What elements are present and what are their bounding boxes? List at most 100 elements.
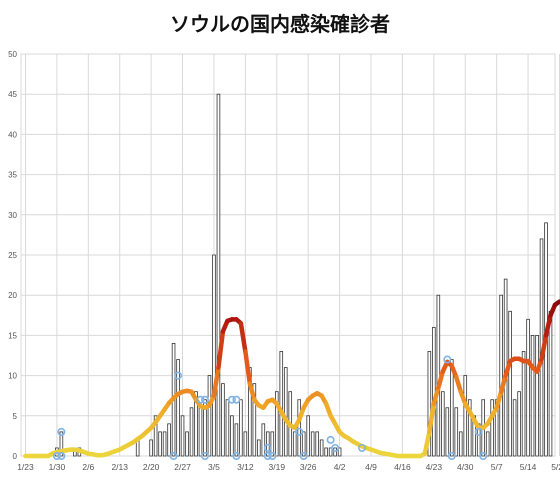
bar (436, 294, 441, 457)
bar (239, 399, 243, 457)
x-tick-label: 2/20 (143, 462, 160, 472)
line-segment (454, 374, 464, 394)
bar (221, 383, 225, 457)
x-tick-label: 3/19 (269, 462, 286, 472)
bar (266, 431, 270, 457)
bar (526, 318, 530, 457)
bar (306, 415, 310, 457)
marker-point (299, 451, 308, 460)
bar (283, 367, 288, 457)
bar (279, 351, 284, 457)
bar (216, 93, 221, 457)
marker-point (52, 451, 61, 460)
line-segment (498, 373, 508, 394)
bar (337, 447, 342, 457)
bar (319, 439, 324, 457)
bar (234, 423, 239, 457)
y-tick-label: 0 (13, 452, 18, 461)
x-tick-label: 2/27 (174, 462, 191, 472)
marker-point (479, 451, 488, 460)
line-segment (427, 401, 437, 435)
x-tick-label: 5/14 (520, 462, 537, 472)
line-segment (503, 358, 513, 378)
bar (427, 351, 432, 457)
x-tick-label: 5/21 (551, 462, 560, 472)
bar (521, 351, 526, 457)
y-tick-label: 30 (8, 211, 17, 220)
bar (162, 431, 167, 457)
bar (324, 447, 328, 457)
x-tick-label: 3/12 (237, 462, 254, 472)
y-tick-label: 40 (8, 130, 17, 139)
marker-point (331, 443, 340, 452)
marker-point (227, 395, 236, 404)
line-segment (436, 369, 446, 390)
bar (449, 359, 454, 457)
x-tick-label: 1/23 (17, 462, 34, 472)
bar (261, 423, 266, 457)
line-segment (539, 333, 549, 362)
marker-point (447, 451, 456, 460)
marker-point (263, 443, 272, 452)
x-tick-label: 4/16 (394, 462, 411, 472)
line-segment (238, 321, 248, 354)
bar (243, 431, 248, 457)
line-segment (247, 381, 257, 402)
bar (458, 431, 463, 457)
bar (445, 407, 450, 457)
marker-point (200, 395, 209, 404)
y-tick-label: 50 (8, 50, 17, 59)
line-segment (211, 365, 221, 398)
x-tick-label: 5/7 (491, 462, 503, 472)
bar (198, 407, 203, 457)
x-tick-label: 4/30 (457, 462, 474, 472)
line-segment (552, 299, 560, 308)
marker-point (443, 355, 452, 364)
bar (292, 431, 297, 457)
bar (315, 431, 319, 457)
bar (167, 423, 171, 457)
marker-point (57, 451, 66, 460)
bar (517, 391, 521, 457)
bar (230, 415, 234, 457)
bar (225, 399, 230, 457)
bar (257, 439, 261, 457)
line-segment (422, 429, 432, 456)
bar (328, 447, 333, 457)
x-tick-label: 3/26 (300, 462, 317, 472)
marker-point (474, 427, 483, 436)
line-segment (431, 385, 441, 406)
y-tick-label: 25 (8, 251, 17, 260)
bar (432, 326, 436, 457)
y-tick-label: 5 (13, 412, 18, 421)
bar (207, 375, 212, 457)
bar (252, 383, 257, 457)
marker-point (200, 451, 209, 460)
bar (499, 294, 503, 457)
bar (297, 399, 302, 457)
bar (467, 399, 472, 457)
marker-point (295, 427, 304, 436)
y-tick-label: 45 (8, 90, 17, 99)
bar (333, 447, 337, 457)
x-tick-label: 2/6 (82, 462, 94, 472)
bar (310, 431, 315, 457)
bar (149, 439, 153, 457)
marker-point (174, 371, 183, 380)
marker-point (268, 451, 277, 460)
y-tick-label: 35 (8, 171, 17, 180)
bar (189, 407, 194, 457)
x-tick-label: 4/9 (365, 462, 377, 472)
bar (535, 334, 539, 457)
marker-point (358, 443, 367, 452)
marker-point (326, 435, 335, 444)
bar (548, 310, 553, 457)
x-tick-label: 4/2 (334, 462, 346, 472)
bar (530, 334, 535, 457)
line-segment (543, 313, 553, 338)
bar (176, 359, 180, 457)
bar (463, 375, 468, 457)
bar (180, 415, 185, 457)
